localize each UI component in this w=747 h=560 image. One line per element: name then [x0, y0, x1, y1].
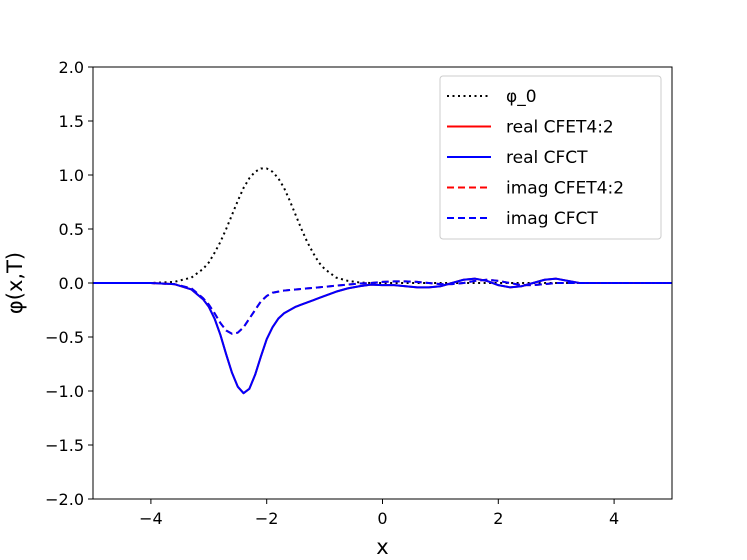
legend-entry-label: φ_0: [506, 87, 537, 107]
legend-entry-label: imag CFCT: [506, 209, 598, 229]
series-line-0: [93, 167, 672, 284]
legend-entry-label: real CFET4:2: [506, 118, 614, 138]
x-tick-label: −2: [255, 509, 279, 528]
y-tick-label: 0.0: [59, 274, 84, 293]
y-tick-label: 0.5: [59, 220, 84, 239]
y-tick-label: 1.0: [59, 166, 84, 185]
x-axis-ticks: −4 −2 0 2 4: [139, 499, 619, 528]
y-axis-ticks: −2.0 −1.5 −1.0 −0.5 0.0 0.5 1.0 1.5 2.0: [45, 58, 93, 509]
y-tick-label: −1.0: [45, 382, 84, 401]
series-lines: [93, 167, 672, 395]
series-line-2: [93, 277, 672, 395]
x-tick-label: −4: [139, 509, 163, 528]
y-tick-label: 1.5: [59, 112, 84, 131]
legend-entry-label: imag CFET4:2: [506, 179, 624, 199]
y-tick-label: −2.0: [45, 490, 84, 509]
x-tick-label: 2: [493, 509, 503, 528]
y-tick-label: −0.5: [45, 328, 84, 347]
x-tick-label: 0: [377, 509, 387, 528]
legend-entry-label: real CFCT: [506, 148, 588, 168]
x-axis-label: x: [376, 535, 388, 559]
y-axis-label: φ(x,T): [3, 252, 27, 314]
series-line-4: [93, 278, 672, 335]
y-tick-label: 2.0: [59, 58, 84, 77]
legend-box: [439, 75, 662, 240]
x-tick-label: 4: [609, 509, 619, 528]
y-tick-label: −1.5: [45, 436, 84, 455]
